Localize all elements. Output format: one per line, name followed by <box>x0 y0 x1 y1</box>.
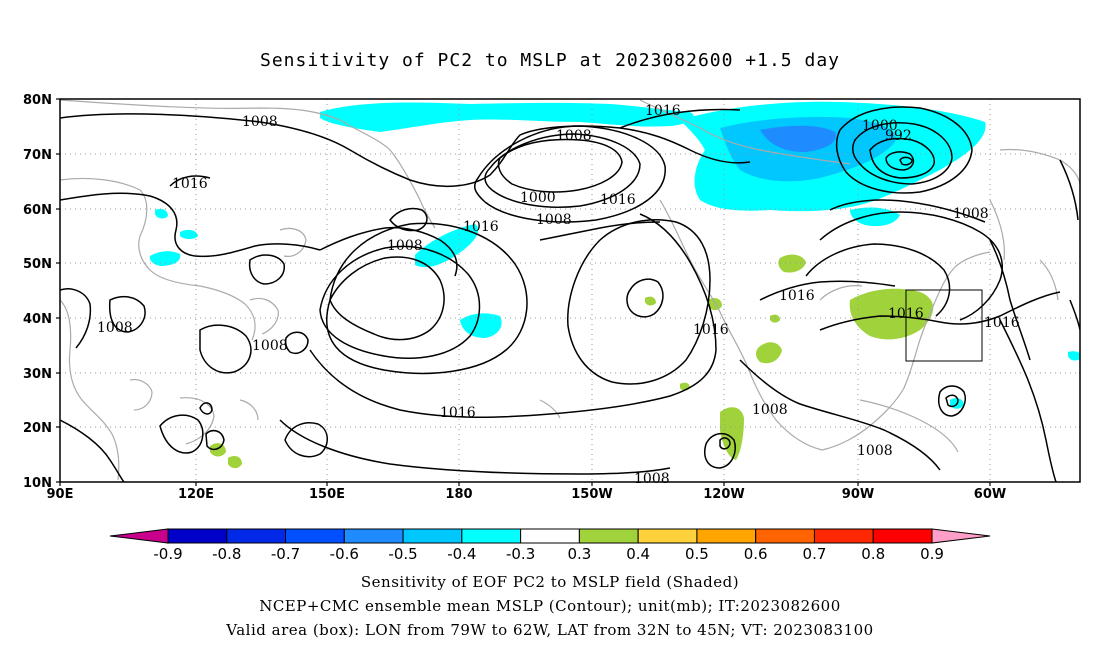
lon-label: 150E <box>309 487 345 502</box>
colorbar-swatch <box>461 528 522 544</box>
colorbar-swatch <box>402 528 463 544</box>
shade-neg-atl-2 <box>1068 351 1080 361</box>
colorbar-label: 0.3 <box>567 545 591 563</box>
colorbar-label: 0.5 <box>685 545 709 563</box>
colorbar-swatch <box>755 528 815 544</box>
colorbar-label: -0.8 <box>212 545 241 563</box>
contour-label: 1008 <box>536 212 572 228</box>
colorbar-swatch <box>226 528 287 544</box>
colorbar: -0.9 -0.8 -0.7 -0.6 -0.5 -0.4 -0.3 0.3 0.4 0.5 0.6… <box>109 528 991 563</box>
colorbar-label: 0.6 <box>744 545 768 563</box>
shade-pos-usa-1 <box>849 288 934 340</box>
contour-label: 1016 <box>779 288 815 304</box>
contour-label: 1016 <box>693 322 729 338</box>
contour-label: 1016 <box>172 176 208 192</box>
lat-label: 30N <box>23 367 52 382</box>
lon-label: 90W <box>842 487 874 502</box>
contour-labels: 1008 1016 1008 1000 992 1016 1008 1016 1… <box>97 103 1020 487</box>
lon-label: 150W <box>571 487 612 502</box>
shade-pos-misc-4 <box>770 314 780 323</box>
longitude-labels: 90E 120E 150E 180 150W 120W 90W 60W <box>47 487 1007 502</box>
lat-label: 50N <box>23 257 52 272</box>
colorbar-swatch <box>696 528 757 544</box>
map-frame <box>59 98 1081 483</box>
contour-label: 1008 <box>97 320 133 336</box>
shade-neg-asia-3 <box>180 229 198 239</box>
lon-label: 180 <box>445 487 472 502</box>
contour-label: 1016 <box>888 306 924 322</box>
colorbar-label: 0.9 <box>920 545 944 563</box>
colorbar-swatch <box>813 528 874 544</box>
mslp-contours <box>60 106 1080 482</box>
lat-label: 40N <box>23 312 52 327</box>
coastlines <box>60 99 1080 481</box>
shade-pos-mex-2 <box>708 298 722 311</box>
axis-ticks <box>56 98 991 486</box>
contour-label: 992 <box>885 128 912 144</box>
shade-pos-mex-1 <box>720 407 744 460</box>
colorbar-swatch <box>109 528 169 544</box>
colorbar-swatch <box>167 528 228 544</box>
contour-label: 1008 <box>252 338 288 354</box>
contour-label: 1008 <box>857 443 893 459</box>
colorbar-swatch <box>872 528 933 544</box>
contour-label: 1008 <box>556 128 592 144</box>
latitude-labels: 80N 70N 60N 50N 40N 30N 20N 10N <box>23 93 52 491</box>
lat-label: 20N <box>23 421 52 436</box>
contour-label: 1000 <box>862 118 898 134</box>
contour-label: 1016 <box>600 192 636 208</box>
shade-neg-asia-2 <box>155 208 168 219</box>
contour-label: 1008 <box>387 238 423 254</box>
colorbar-label: -0.4 <box>447 545 476 563</box>
footer-line-2: NCEP+CMC ensemble mean MSLP (Contour); u… <box>259 597 841 615</box>
footer-line-3: Valid area (box): LON from 79W to 62W, L… <box>226 621 874 639</box>
colorbar-swatch <box>931 528 991 544</box>
contour-label: 1016 <box>645 103 681 119</box>
shade-neg-arctic-4 <box>760 125 836 152</box>
lon-label: 90E <box>47 487 74 502</box>
lat-label: 60N <box>23 203 52 218</box>
contour-label: 1008 <box>752 402 788 418</box>
footer-line-1: Sensitivity of EOF PC2 to MSLP field (Sh… <box>360 573 740 591</box>
lat-label: 80N <box>23 93 52 108</box>
colorbar-label: 0.8 <box>861 545 885 563</box>
colorbar-label: -0.3 <box>506 545 535 563</box>
colorbar-label: -0.6 <box>330 545 359 563</box>
valid-area-box <box>905 289 983 362</box>
shade-pos-misc-3 <box>228 456 242 469</box>
shade-neg-pacific-2 <box>460 313 502 338</box>
lon-label: 60W <box>974 487 1006 502</box>
colorbar-swatch <box>520 528 580 544</box>
shade-pos-misc-2 <box>210 443 226 457</box>
contour-label: 1000 <box>520 190 556 206</box>
colorbar-swatch <box>637 528 698 544</box>
colorbar-label: 0.7 <box>803 545 827 563</box>
lon-label: 120W <box>703 487 744 502</box>
colorbar-label: -0.9 <box>153 545 182 563</box>
colorbar-label: -0.7 <box>271 545 300 563</box>
contour-label: 1016 <box>463 219 499 235</box>
contour-label: 1008 <box>242 114 278 130</box>
shaded-field <box>149 101 1080 469</box>
colorbar-label: -0.5 <box>388 545 417 563</box>
map-panel: 1008 1016 1008 1000 992 1016 1008 1016 1… <box>23 93 1081 502</box>
colorbar-swatch <box>285 528 345 544</box>
lat-label: 10N <box>23 476 52 491</box>
shade-neg-asia-1 <box>149 251 181 266</box>
plot-title: Sensitivity of PC2 to MSLP at 2023082600… <box>259 50 840 71</box>
lat-label: 70N <box>23 148 52 163</box>
contour-label: 1008 <box>634 471 670 487</box>
shade-neg-arctic-1 <box>320 102 694 132</box>
shade-pos-usa-2 <box>778 254 806 273</box>
lon-label: 120E <box>178 487 214 502</box>
shade-pos-usa-3 <box>755 342 782 364</box>
shade-pos-misc-1 <box>645 296 656 306</box>
colorbar-label: 0.4 <box>626 545 650 563</box>
contour-label: 1008 <box>953 206 989 222</box>
colorbar-swatch <box>343 528 404 544</box>
contour-label: 1016 <box>984 315 1020 331</box>
colorbar-swatch <box>578 528 639 544</box>
contour-label: 1016 <box>440 405 476 421</box>
